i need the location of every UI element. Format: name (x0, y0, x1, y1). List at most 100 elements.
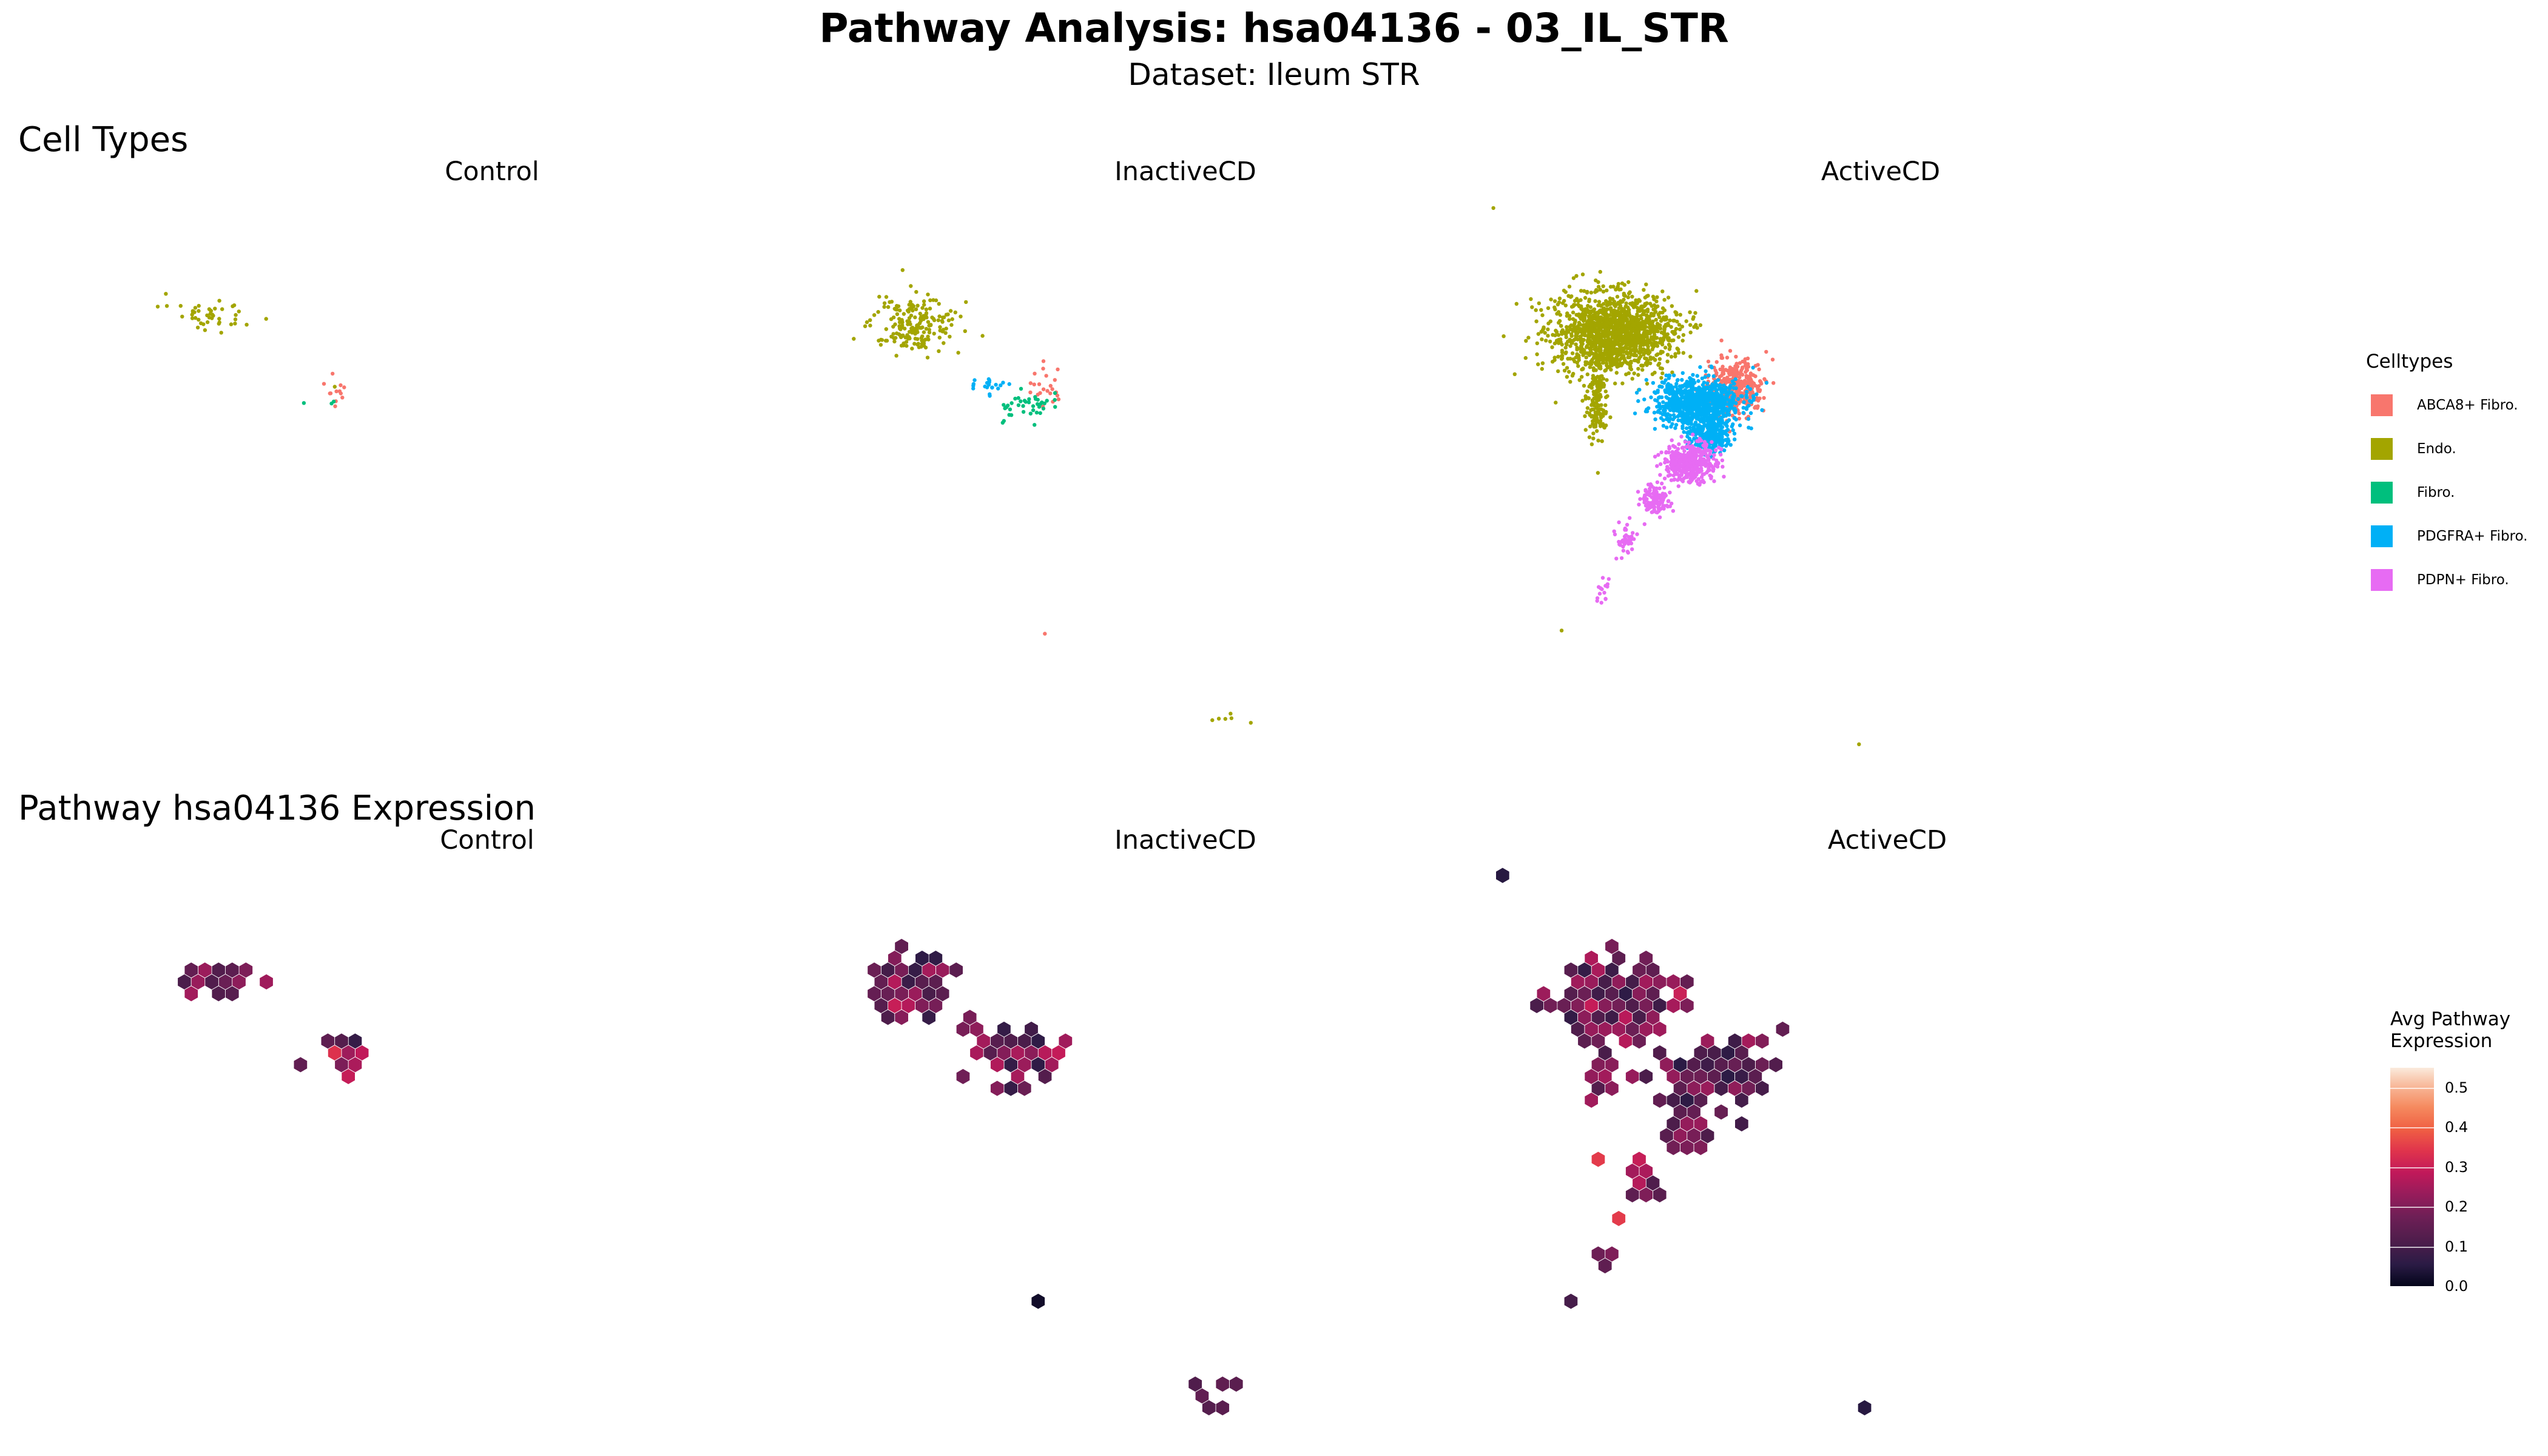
cell-point (1662, 411, 1667, 416)
cell-point (1734, 362, 1739, 366)
cell-point (1630, 547, 1634, 551)
cell-point (1665, 359, 1670, 363)
colorbar-tick-mark (2390, 1087, 2434, 1089)
cell-point (1673, 452, 1677, 457)
cell-point (1709, 397, 1713, 402)
cell-point (1656, 505, 1660, 510)
cell-point (1668, 318, 1672, 323)
cell-point (302, 401, 306, 405)
cell-point (1751, 396, 1756, 400)
hex-bin (1557, 997, 1571, 1014)
cell-point (1660, 366, 1664, 371)
cell-point (264, 317, 268, 321)
cell-point (999, 383, 1003, 388)
cell-point (1651, 308, 1656, 312)
hex-bin (956, 1068, 971, 1085)
cell-point (1646, 341, 1650, 346)
cell-point (926, 334, 930, 339)
cell-point (971, 383, 976, 388)
cell-point (1730, 390, 1734, 395)
cell-point (1590, 414, 1595, 418)
cell-point (1629, 367, 1634, 371)
cell-point (1662, 476, 1667, 480)
cell-point (1645, 382, 1650, 386)
cell-point (1674, 423, 1679, 427)
cell-point (936, 318, 941, 323)
cell-point (1679, 434, 1684, 439)
cell-point (1626, 295, 1630, 300)
cell-point (1673, 426, 1677, 430)
cell-point (1223, 716, 1228, 721)
cell-point (1634, 344, 1638, 348)
cell-point (1748, 387, 1753, 391)
cell-point (927, 330, 932, 335)
cell-point (244, 323, 249, 327)
cell-point (1598, 393, 1602, 397)
cell-point (1705, 386, 1710, 390)
cell-point (339, 383, 343, 388)
cell-point (1658, 473, 1662, 477)
cell-point (894, 354, 898, 358)
cell-point (1654, 317, 1658, 322)
cell-point (1622, 356, 1626, 360)
cell-point (1639, 363, 1643, 368)
cell-point (913, 315, 917, 320)
cell-point (1627, 312, 1632, 317)
cell-point (1712, 453, 1716, 457)
cell-point (1568, 295, 1573, 299)
cell-point (1654, 353, 1659, 357)
section-title-celltypes: Cell Types (18, 120, 189, 160)
cell-point (1574, 332, 1579, 336)
cell-point (1595, 289, 1599, 293)
cell-point (914, 290, 918, 294)
cell-point (915, 330, 919, 334)
cell-point (909, 314, 914, 318)
cell-point (1673, 310, 1677, 314)
cell-point (1630, 294, 1634, 299)
cell-point (1681, 333, 1686, 337)
cell-point (1597, 592, 1602, 596)
cell-point (1651, 345, 1656, 349)
cell-point (1594, 363, 1599, 367)
cell-point (1589, 442, 1594, 447)
colorbar-tick-label: 0.1 (2445, 1238, 2469, 1255)
cell-point (1697, 443, 1702, 448)
cell-point (1596, 439, 1600, 443)
cell-point (953, 310, 958, 315)
cell-point (1619, 362, 1624, 366)
cell-point (1661, 423, 1666, 428)
cell-point (1670, 370, 1674, 374)
cell-point (1600, 439, 1604, 443)
cell-point (1671, 409, 1676, 413)
cell-point (1638, 346, 1642, 351)
cell-point (1652, 297, 1656, 302)
cell-point (1660, 380, 1665, 385)
cell-point (1556, 337, 1561, 342)
cell-point (1662, 298, 1667, 302)
cell-point (1624, 304, 1628, 309)
cell-point (1622, 537, 1627, 542)
cell-point (1594, 381, 1599, 386)
cell-point (207, 307, 212, 311)
cell-point (1583, 428, 1588, 432)
cell-point (1637, 388, 1642, 392)
colorbar-tick-mark (2390, 1207, 2434, 1208)
cell-point (1530, 305, 1534, 309)
cell-point (1026, 400, 1031, 405)
cell-point (1717, 440, 1722, 445)
cell-point (1582, 332, 1586, 337)
hex-bin (1625, 1187, 1640, 1203)
cell-point (1719, 339, 1724, 343)
cell-point (1602, 302, 1606, 306)
cell-point (1682, 430, 1686, 434)
cell-point (1679, 388, 1683, 392)
legend-label: Fibro. (2417, 485, 2455, 500)
cell-point (1714, 360, 1719, 364)
cell-point (1725, 428, 1730, 432)
cell-point (1588, 365, 1592, 369)
cell-point (1031, 404, 1036, 408)
cell-point (1677, 442, 1681, 447)
cell-point (1693, 414, 1697, 419)
cell-point (1745, 385, 1750, 389)
